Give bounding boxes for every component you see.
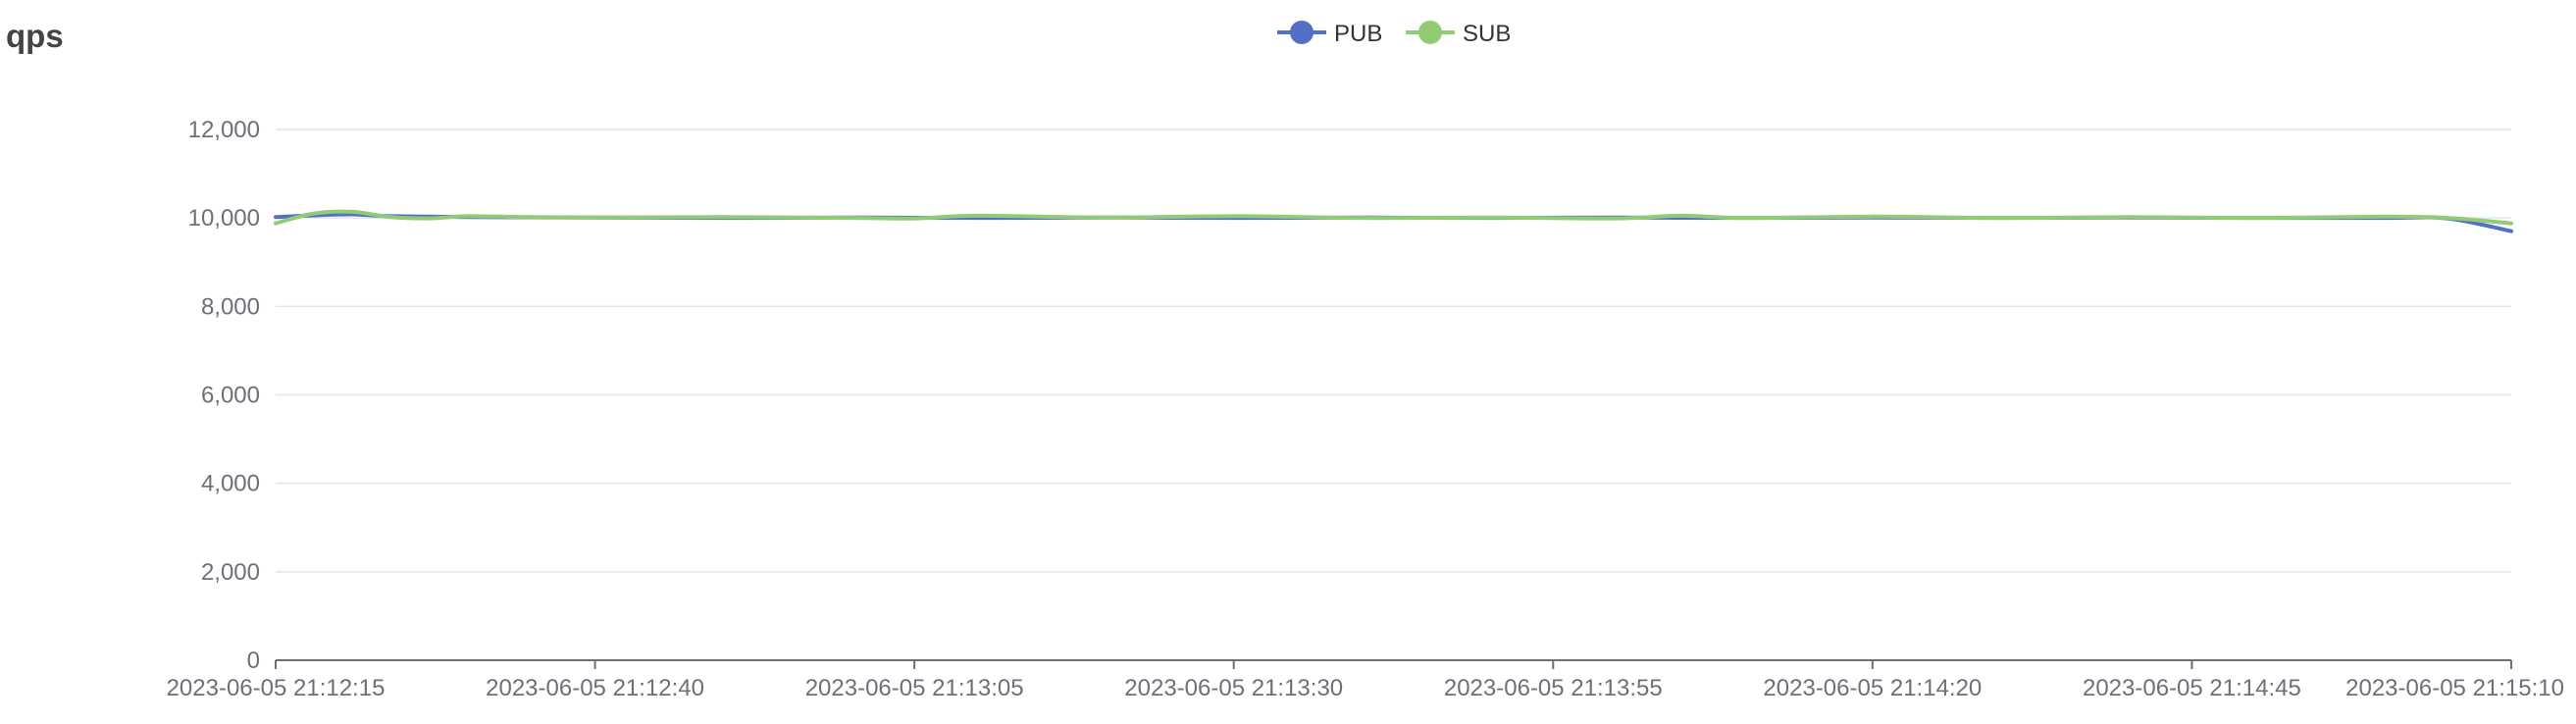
x-tick-label: 2023-06-05 21:13:05 <box>805 675 1024 701</box>
x-tick-label: 2023-06-05 21:13:55 <box>1444 675 1663 701</box>
y-tick-label: 0 <box>247 647 260 674</box>
x-tick-label: 2023-06-05 21:15:10 <box>2345 675 2564 701</box>
y-tick-label: 10,000 <box>188 205 260 232</box>
x-tick-label: 2023-06-05 21:12:15 <box>167 675 386 701</box>
chart-title: qps <box>6 18 64 54</box>
legend-item-pub[interactable]: PUB <box>1277 21 1382 47</box>
legend-label: SUB <box>1463 21 1511 47</box>
x-tick-label: 2023-06-05 21:13:30 <box>1124 675 1343 701</box>
legend-label: PUB <box>1334 21 1382 47</box>
y-tick-label: 6,000 <box>201 383 260 409</box>
y-tick-label: 4,000 <box>201 471 260 497</box>
legend-item-sub[interactable]: SUB <box>1406 21 1511 47</box>
series-lines <box>274 209 2513 233</box>
y-tick-label: 8,000 <box>201 293 260 320</box>
legend-marker-icon <box>1418 21 1442 44</box>
series-line-sub <box>274 209 2513 226</box>
y-tick-label: 12,000 <box>188 117 260 143</box>
legend[interactable]: PUB SUB <box>1277 21 1511 47</box>
grid-lines <box>276 129 2511 573</box>
x-tick-label: 2023-06-05 21:12:40 <box>486 675 704 701</box>
axes: 0 2,000 4,000 6,000 8,000 10,000 12,000 2023-06… <box>167 117 2564 701</box>
x-tick-label: 2023-06-05 21:14:45 <box>2083 675 2301 701</box>
legend-marker-icon <box>1290 21 1314 44</box>
x-tick-label: 2023-06-05 21:14:20 <box>1763 675 1982 701</box>
y-tick-label: 2,000 <box>201 559 260 586</box>
